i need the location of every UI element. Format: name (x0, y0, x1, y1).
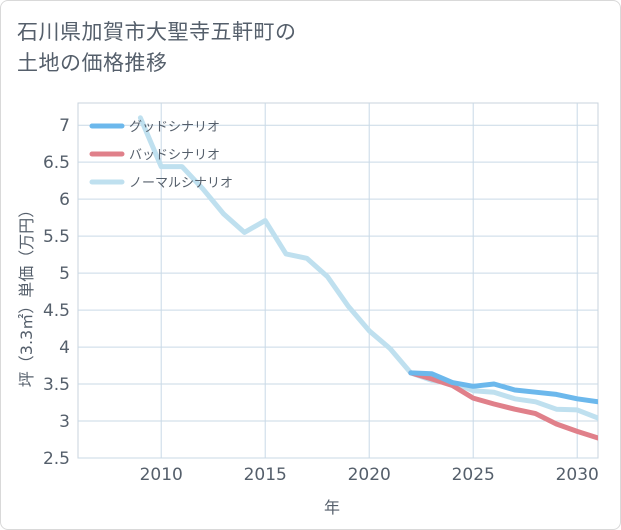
legend-label: バッドシナリオ (129, 148, 220, 163)
series-line-good (408, 370, 598, 405)
y-tick-label: 7 (59, 116, 70, 136)
series-line-bad (408, 370, 598, 441)
y-tick-label: 2.5 (43, 449, 70, 469)
y-tick-label: 4.5 (43, 301, 70, 321)
x-tick-label: 2025 (452, 465, 495, 485)
x-tick-label: 2010 (140, 465, 183, 485)
series-line-normal (137, 115, 598, 421)
x-tick-label: 2020 (348, 465, 391, 485)
legend-label: グッドシナリオ (129, 120, 220, 135)
y-tick-label: 5.5 (43, 227, 70, 247)
y-tick-label: 4 (59, 338, 70, 358)
x-tick-label: 2030 (556, 465, 599, 485)
x-tick-label: 2015 (244, 465, 287, 485)
y-tick-label: 6.5 (43, 153, 70, 173)
page-title: 石川県加賀市大聖寺五軒町の 土地の価格推移 (17, 17, 297, 79)
y-axis-title: 坪（3.3㎡）単価（万円） (17, 202, 36, 387)
title-line-1: 石川県加賀市大聖寺五軒町の (17, 20, 297, 44)
legend-label: ノーマルシナリオ (129, 176, 233, 191)
y-tick-label: 3 (59, 412, 70, 432)
x-axis-title: 年 (324, 498, 340, 517)
y-tick-label: 6 (59, 190, 70, 210)
y-tick-label: 3.5 (43, 375, 70, 395)
y-tick-label: 5 (59, 264, 70, 284)
title-line-2: 土地の価格推移 (17, 51, 168, 75)
